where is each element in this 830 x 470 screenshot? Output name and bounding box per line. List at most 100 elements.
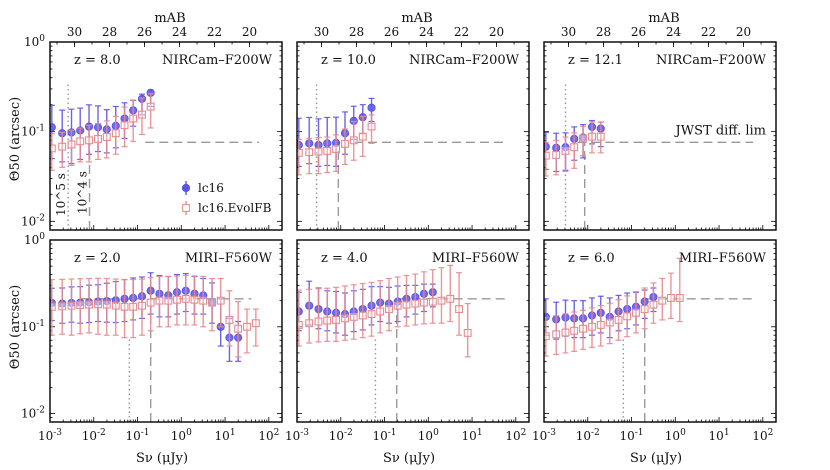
filter-label: MIRI–F560W (185, 251, 273, 266)
data-point-evolfb (111, 129, 120, 138)
data-point-evolfb (623, 312, 632, 321)
redshift-label: z = 8.0 (74, 53, 121, 68)
data-point-evolfb (76, 137, 85, 146)
data-point-evolfb (199, 296, 208, 305)
guides (622, 298, 754, 422)
data-series (544, 257, 684, 357)
data-point-evolfb (67, 140, 76, 149)
data-point-evolfb (596, 321, 605, 329)
panel-top-middle: 30 28 26 24 22 20 z = 10.0 NIRCam–F200W (296, 25, 530, 231)
panel-bottom-right: z = 6.0 MIRI–F560W 10-3 10-2 10-1 100 101 102 (532, 239, 777, 443)
data-point-evolfb (552, 330, 561, 339)
legend: lc16 lc16.EvolFB (181, 181, 272, 215)
y-tick-label: 10-1 (21, 124, 45, 139)
data-point-evolfb (120, 302, 129, 311)
x-tick-label: 102 (752, 428, 773, 443)
data-point-evolfb (146, 298, 155, 307)
data-point-evolfb (358, 132, 367, 141)
data-point-evolfb (332, 145, 340, 153)
data-series (297, 97, 376, 176)
data-point-evolfb (596, 132, 605, 141)
data-point-evolfb (349, 312, 358, 321)
panel-frame (543, 41, 777, 231)
series-lc16 (50, 88, 155, 165)
ylabel-top: Θ50 (arcsec) (8, 97, 23, 181)
data-point-evolfb (632, 308, 640, 317)
data-point-evolfb (58, 302, 67, 311)
data-point-evolfb (561, 146, 570, 155)
data-point-evolfb (588, 322, 596, 331)
data-point-evolfb (367, 122, 376, 131)
data-point-evolfb (94, 300, 102, 309)
data-point-evolfb (544, 151, 550, 160)
top-tick-label: 20 (242, 25, 257, 39)
data-point-evolfb (446, 294, 455, 303)
filter-label: NIRCam–F200W (162, 53, 273, 68)
data-point-evolfb (579, 134, 587, 143)
legend-lc16-label: lc16 (198, 181, 224, 195)
y-tick-label: 100 (24, 34, 45, 49)
data-point-evolfb (402, 300, 411, 309)
top-tick-label: 22 (207, 25, 222, 39)
data-point-evolfb (155, 296, 164, 305)
top-tick-label: 24 (419, 25, 435, 39)
top-tick-label: 26 (631, 25, 646, 39)
panel-bottom-left: z = 2.0 MIRI–F560W 10-3 10-2 10-1 100 101 102 10… (21, 232, 283, 443)
data-point-evolfb (190, 295, 199, 304)
data-series (297, 264, 472, 358)
ticks (296, 239, 529, 423)
series-evolfb (297, 264, 472, 358)
data-point-evolfb (588, 132, 596, 141)
redshift-label: z = 4.0 (321, 251, 368, 266)
panel-top-right: 30 28 26 24 22 20 z = 12.1 NIRCam–F200W JWST dif… (543, 25, 777, 231)
top-tick-label: 20 (736, 25, 751, 39)
data-point-evolfb (297, 148, 303, 157)
panel-frame (543, 239, 777, 423)
top-tick-label: 26 (137, 25, 152, 39)
data-series (50, 272, 260, 362)
data-point-evolfb (675, 293, 684, 302)
x-tick-label: 100 (418, 428, 439, 443)
data-point-evolfb (76, 301, 85, 310)
data-point-evolfb (349, 136, 358, 145)
x-tick-label: 102 (258, 428, 279, 443)
ticks (543, 239, 776, 423)
filter-label: MIRI–F560W (679, 251, 767, 266)
data-point-evolfb (58, 142, 67, 151)
data-point-evolfb (323, 316, 332, 325)
y-tick-label: 10-1 (21, 319, 45, 334)
panels: 30 28 26 24 22 20 z = 8.0 NIRCam–F200W 10-2 10-1 1… (21, 25, 777, 443)
legend-evolfb-marker (182, 204, 190, 212)
y-tick-label: 100 (24, 232, 45, 247)
top-tick-label: 24 (666, 25, 682, 39)
series-evolfb (544, 257, 684, 357)
data-point-evolfb (85, 136, 93, 145)
redshift-label: z = 6.0 (568, 251, 615, 266)
x-tick-label: 100 (171, 428, 192, 443)
series-evolfb (544, 121, 605, 177)
data-point-evolfb (332, 315, 340, 324)
top-tick-label: 30 (561, 25, 576, 39)
depth-label-1e4: 10^4 s (76, 171, 90, 214)
data-point-evolfb (67, 301, 76, 310)
data-point-evolfb (393, 301, 402, 310)
top-xlabel-right: mAB (648, 11, 679, 26)
data-point-evolfb (666, 293, 675, 302)
data-point-evolfb (358, 311, 367, 320)
data-point-evolfb (102, 300, 111, 309)
data-point-evolfb (138, 301, 146, 310)
data-point-evolfb (225, 315, 234, 324)
data-point-evolfb (323, 146, 332, 155)
top-tick-label: 24 (172, 25, 188, 39)
top-tick-label: 22 (454, 25, 469, 39)
filter-label: NIRCam–F200W (656, 53, 767, 68)
data-point-evolfb (305, 319, 314, 328)
guides (564, 84, 754, 230)
ylabel-bottom: Θ50 (arcsec) (8, 285, 23, 369)
top-tick-label: 28 (596, 25, 611, 39)
data-point-evolfb (243, 322, 251, 331)
top-tick-label: 20 (489, 25, 504, 39)
redshift-label: z = 12.1 (568, 53, 623, 68)
data-point-evolfb (297, 321, 303, 329)
data-point-evolfb (172, 295, 181, 304)
